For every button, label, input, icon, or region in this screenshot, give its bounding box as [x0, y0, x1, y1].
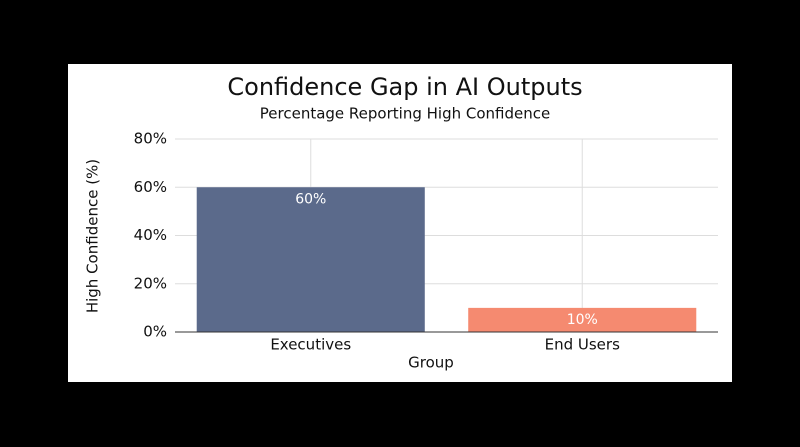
y-tick-label: 40% — [134, 226, 167, 244]
chart-title: Confidence Gap in AI Outputs — [227, 73, 582, 101]
x-tick-label: Executives — [270, 336, 351, 354]
bar — [468, 307, 697, 332]
y-tick-label: 80% — [134, 130, 167, 148]
y-tick-label: 60% — [134, 178, 167, 196]
y-tick-label: 0% — [143, 323, 167, 341]
value-label: 10% — [567, 312, 598, 328]
x-tick-label: End Users — [545, 336, 620, 354]
value-label: 60% — [295, 191, 326, 207]
x-axis-label: Group — [408, 354, 454, 372]
y-tick-label: 20% — [134, 274, 167, 292]
y-axis-label: High Confidence (%) — [84, 159, 102, 313]
chart-subtitle: Percentage Reporting High Confidence — [260, 105, 550, 123]
bar — [196, 187, 425, 332]
